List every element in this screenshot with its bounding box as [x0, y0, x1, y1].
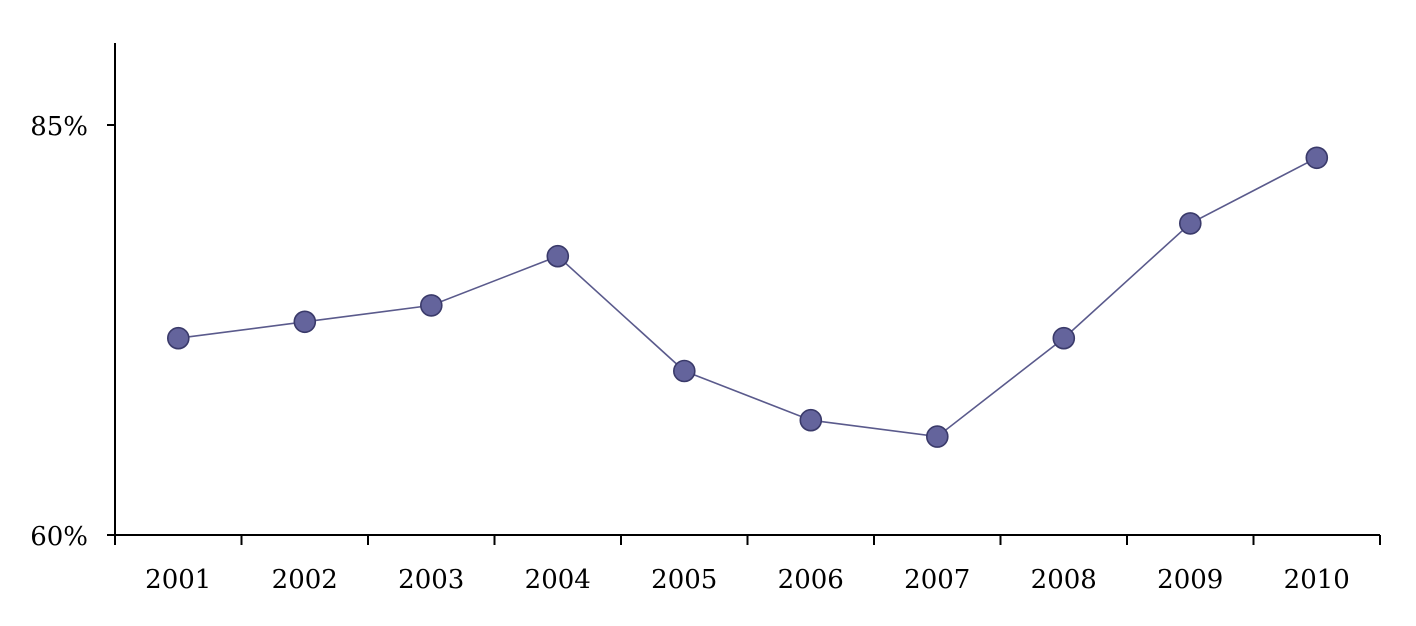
data-point: [167, 326, 190, 350]
data-point: [1305, 146, 1329, 170]
data-point: [293, 310, 317, 334]
data-point: [1179, 212, 1202, 235]
data-point: [419, 294, 443, 317]
x-tick-label: 2007: [904, 565, 970, 595]
x-tick-label: 2002: [272, 565, 338, 595]
data-point: [925, 425, 949, 448]
x-tick-label: 2008: [1031, 565, 1097, 595]
x-tick-label: 2003: [398, 565, 464, 595]
data-point: [799, 408, 823, 432]
x-tick-label: 2010: [1284, 565, 1350, 595]
x-axis: 2001 2002 2003 2004 2005 2006 2007 2008 2009 2010: [114, 534, 1381, 595]
series-line: [178, 157, 1318, 438]
x-tick-label: 2001: [145, 565, 211, 595]
data-point: [1052, 326, 1076, 350]
series-layer: [167, 146, 1329, 448]
data-point: [546, 244, 570, 268]
x-tick-label: 2004: [525, 565, 591, 595]
x-tick-label: 2006: [778, 565, 844, 595]
x-tick-label: 2009: [1157, 565, 1223, 595]
x-tick-label: 2005: [651, 565, 717, 595]
y-tick-label: 60%: [30, 522, 88, 552]
y-axis: 60% 85%: [30, 43, 116, 552]
data-point: [672, 359, 696, 383]
y-tick-label: 85%: [30, 112, 88, 142]
